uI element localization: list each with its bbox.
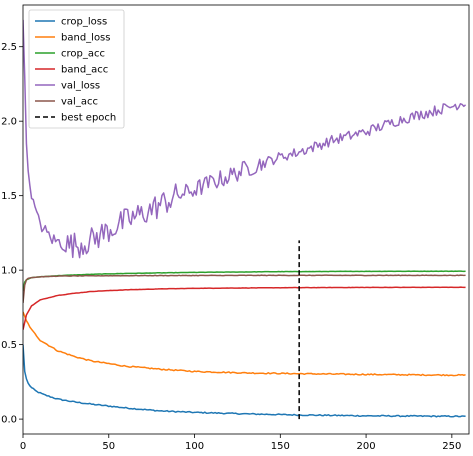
legend-item-band-loss: band_loss xyxy=(35,33,110,44)
legend-item-best-epoch: best epoch xyxy=(35,113,116,124)
legend-label: band_loss xyxy=(61,33,110,44)
legend-item-val-acc: val_acc xyxy=(35,97,98,108)
legend: crop_loss band_loss crop_acc band_acc val_lo… xyxy=(28,9,125,129)
y-axis: 0.0 0.5 1.0 1.5 2.0 2.5 xyxy=(1,42,23,426)
series-line-band-acc xyxy=(23,286,466,330)
series-line-band-loss xyxy=(23,311,466,377)
legend-item-crop-loss: crop_loss xyxy=(35,17,107,28)
series-line-crop-acc xyxy=(23,270,466,292)
plot-frame xyxy=(22,4,470,435)
series-line-val-loss xyxy=(23,19,467,259)
x-tick-label: 0 xyxy=(20,441,26,452)
y-tick-label: 2.0 xyxy=(1,117,17,128)
y-tick-label: 0.5 xyxy=(1,340,17,351)
legend-label: crop_loss xyxy=(61,17,107,28)
y-tick-label: 0.0 xyxy=(1,415,17,426)
legend-item-crop-acc: crop_acc xyxy=(35,49,105,60)
series-layer xyxy=(23,19,467,418)
x-tick-label: 250 xyxy=(442,441,461,452)
legend-label: crop_acc xyxy=(61,49,105,60)
legend-item-band-acc: band_acc xyxy=(35,65,108,76)
x-tick-label: 100 xyxy=(185,441,204,452)
legend-label: band_acc xyxy=(61,65,108,76)
legend-item-val-loss: val_loss xyxy=(35,81,100,92)
x-tick-label: 150 xyxy=(271,441,290,452)
x-tick-label: 200 xyxy=(357,441,376,452)
y-tick-label: 1.0 xyxy=(1,266,17,277)
y-tick-label: 1.5 xyxy=(1,191,17,202)
y-tick-label: 2.5 xyxy=(1,42,17,53)
legend-box xyxy=(28,9,125,129)
x-axis: 0 50 100 150 200 250 xyxy=(20,434,461,452)
series-line-crop-loss xyxy=(23,344,466,418)
legend-label: val_acc xyxy=(61,97,98,108)
series-line-val-acc xyxy=(23,274,466,303)
x-tick-label: 50 xyxy=(102,441,115,452)
legend-label: best epoch xyxy=(61,113,116,124)
legend-label: val_loss xyxy=(61,81,100,92)
